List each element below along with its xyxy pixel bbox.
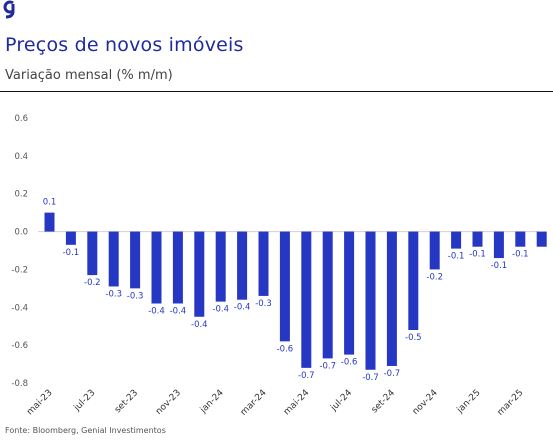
x-tick-label: nov-23 [154,388,183,417]
header-divider [0,91,553,92]
data-label: -0.4 [170,307,187,317]
x-tick-label: jan-25 [455,388,483,416]
x-tick-label: mar-24 [239,388,269,418]
bar [279,231,290,342]
data-label: -0.2 [84,278,101,288]
page-title: Preços de novos imóveis [5,34,244,56]
bar [301,231,312,368]
x-tick-label: jul-24 [328,388,354,414]
data-label: -0.5 [405,333,422,343]
bar [365,231,376,370]
data-label: -0.1 [491,261,508,271]
data-label: -0.7 [298,371,315,381]
data-label: -0.7 [384,369,401,379]
y-tick-label: -0.6 [11,341,28,351]
data-label: -0.1 [469,250,486,260]
y-tick-label: 0.0 [14,228,28,238]
bar [344,231,355,355]
x-tick-label: jul-23 [72,388,98,414]
bar [515,231,526,247]
bar [322,231,333,359]
data-label: -0.4 [148,307,165,317]
y-tick-label: 0.4 [14,152,28,162]
data-label: -0.6 [277,344,294,354]
x-tick-label: nov-24 [411,388,440,417]
data-label: -0.3 [105,289,122,299]
bar [237,231,248,300]
data-label: -0.7 [319,361,336,371]
bar [472,231,483,247]
bar [386,231,397,366]
y-tick-label: -0.4 [11,303,28,313]
y-tick-label: -0.2 [11,265,28,275]
bar [536,231,547,247]
data-label: -0.1 [63,248,80,258]
data-label: -0.4 [234,303,251,313]
bar [215,231,226,302]
bar [151,231,162,304]
bar [44,212,55,232]
x-tick-label: set-24 [370,388,397,415]
data-label: -0.1 [448,252,465,262]
bar [65,231,76,245]
data-label: 0.1 [43,198,57,208]
bar [172,231,183,304]
data-label: -0.2 [426,272,443,282]
y-tick-label: -0.8 [11,379,28,389]
y-tick-label: 0.2 [14,190,28,200]
x-tick-label: set-23 [113,388,140,415]
x-tick-label: jan-24 [198,388,226,416]
source-note: Fonte: Bloomberg, Genial Investimentos [5,426,166,435]
data-label: -0.4 [191,320,208,330]
data-label: -0.4 [212,305,229,315]
data-label: -0.3 [127,291,144,301]
x-tick-label: mai-24 [282,388,312,418]
data-label: -0.3 [255,299,272,309]
bar [493,231,504,259]
chart-subtitle: Variação mensal (% m/m) [5,68,173,83]
genial-logo-icon [3,0,15,19]
y-tick-label: 0.6 [14,114,28,124]
bar [451,231,462,249]
bar [108,231,119,287]
data-label: -0.7 [362,373,379,383]
bar [258,231,269,296]
x-tick-label: mai-23 [25,388,54,417]
data-label: -0.1 [512,250,529,260]
bar [87,231,98,276]
bar [429,231,440,270]
bar [194,231,205,317]
data-label: -0.6 [341,358,358,368]
x-tick-label: mar-25 [496,388,526,418]
bar [130,231,141,289]
bar [408,231,419,330]
